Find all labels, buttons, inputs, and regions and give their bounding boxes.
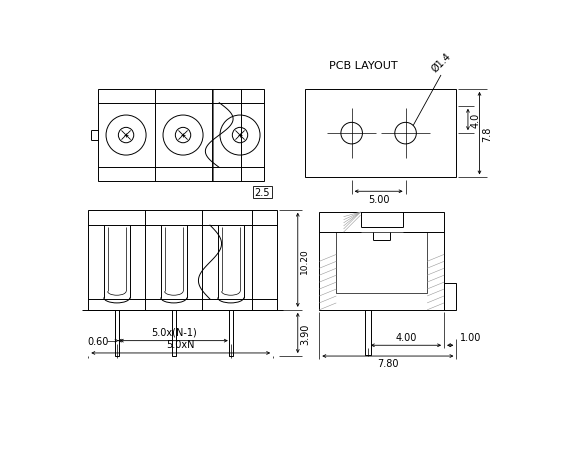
Text: 10.20: 10.20 bbox=[300, 247, 309, 273]
Bar bbox=[229, 310, 233, 356]
Text: 7.8: 7.8 bbox=[483, 126, 492, 141]
Text: 7.80: 7.80 bbox=[377, 358, 399, 369]
Text: 4.00: 4.00 bbox=[395, 332, 416, 342]
Text: 3.90: 3.90 bbox=[300, 323, 310, 344]
Text: PCB LAYOUT: PCB LAYOUT bbox=[328, 61, 397, 70]
Bar bbox=[253, 186, 272, 199]
Text: 1.00: 1.00 bbox=[459, 332, 481, 342]
Bar bbox=[319, 213, 444, 310]
Bar bbox=[98, 90, 264, 182]
Bar bbox=[336, 233, 427, 293]
Text: 5.00: 5.00 bbox=[368, 194, 390, 204]
Text: 4.0: 4.0 bbox=[471, 112, 481, 128]
Bar bbox=[88, 210, 277, 310]
Text: 5.0xN: 5.0xN bbox=[166, 339, 195, 349]
Bar bbox=[172, 310, 176, 356]
Bar bbox=[305, 90, 456, 178]
Text: 5.0x(N-1): 5.0x(N-1) bbox=[151, 327, 197, 337]
Bar bbox=[115, 310, 119, 356]
Text: Ø1.4: Ø1.4 bbox=[430, 51, 452, 74]
Text: 2.5: 2.5 bbox=[255, 188, 270, 198]
Bar bbox=[365, 310, 371, 355]
Bar bbox=[444, 283, 456, 310]
Text: 0.60: 0.60 bbox=[88, 336, 109, 346]
